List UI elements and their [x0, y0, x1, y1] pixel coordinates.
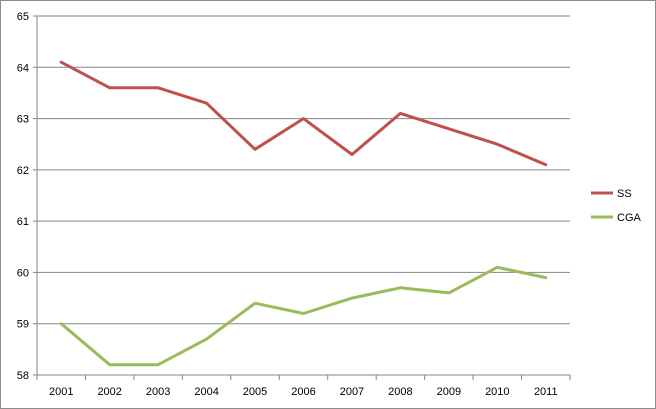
x-tick-label: 2009 — [437, 386, 461, 398]
legend-label-ss: SS — [617, 188, 632, 200]
x-tick-label: 2008 — [388, 386, 412, 398]
series-lines — [59, 60, 548, 367]
y-tick-label: 58 — [17, 370, 29, 382]
x-tick-label: 2010 — [485, 386, 509, 398]
x-tick-label: 2001 — [49, 386, 73, 398]
gridlines — [37, 15, 570, 325]
y-tick-labels: 58 59 60 61 62 63 64 65 — [17, 11, 29, 382]
y-tick-label: 65 — [17, 11, 29, 23]
x-tick-label: 2005 — [243, 386, 267, 398]
series-line-ss — [59, 60, 548, 167]
series-line-cga — [59, 265, 548, 367]
legend-label-cga: CGA — [617, 212, 642, 224]
y-tick-label: 64 — [17, 62, 29, 74]
axes — [33, 15, 571, 380]
x-tick-label: 2006 — [291, 386, 315, 398]
y-tick-label: 59 — [17, 319, 29, 331]
y-tick-label: 61 — [17, 216, 29, 228]
x-tick-label: 2011 — [534, 386, 558, 398]
x-tick-label: 2007 — [340, 386, 364, 398]
legend: SS CGA — [591, 188, 642, 224]
x-tick-labels: 2001 2002 2003 2004 2005 2006 2007 2008 2009 2010… — [49, 386, 558, 398]
y-tick-label: 60 — [17, 267, 29, 279]
x-tick-label: 2002 — [97, 386, 121, 398]
y-tick-label: 63 — [17, 114, 29, 126]
x-tick-label: 2004 — [194, 386, 218, 398]
y-tick-label: 62 — [17, 165, 29, 177]
x-tick-label: 2003 — [146, 386, 170, 398]
